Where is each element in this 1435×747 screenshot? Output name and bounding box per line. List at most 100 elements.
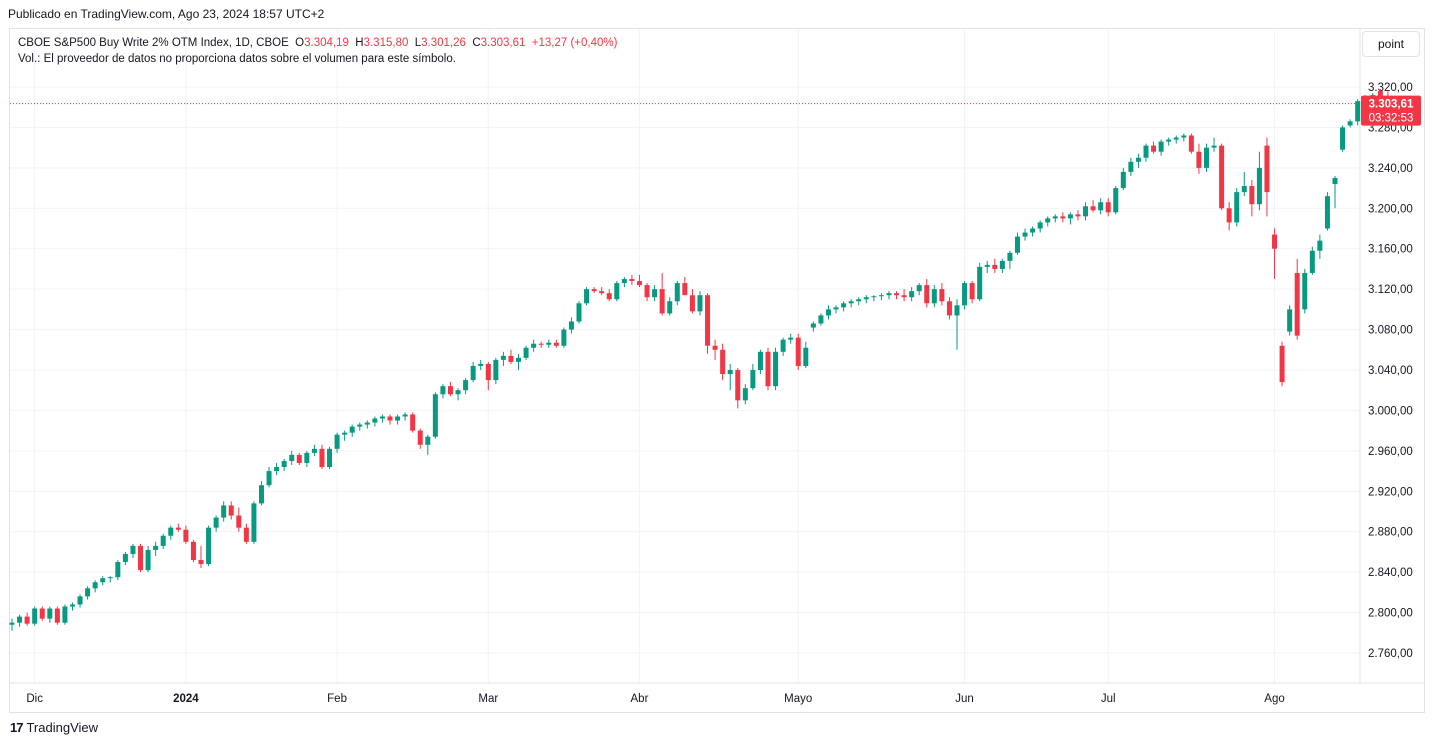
candle-body	[274, 467, 280, 472]
candle-body	[130, 545, 136, 554]
legend-open-value: 3.304,19	[304, 37, 349, 49]
candle-body	[1037, 222, 1043, 229]
candle-body	[757, 351, 763, 370]
y-tick-label: 3.200,00	[1368, 203, 1413, 215]
candle-body	[795, 337, 801, 366]
y-tick-label: 3.240,00	[1368, 163, 1413, 175]
candle-body	[296, 454, 302, 463]
candle-body	[17, 616, 23, 623]
candle-body	[198, 560, 204, 565]
x-tick-label: Dic	[26, 693, 43, 705]
candle-body	[667, 301, 673, 314]
candle-body	[281, 460, 287, 468]
candle-body	[1324, 196, 1330, 229]
candle-body	[213, 517, 219, 528]
candle-body	[697, 295, 703, 312]
legend-change-value: +13,27 (+0,40%)	[531, 37, 618, 49]
legend-close-value: 3.303,61	[480, 37, 526, 49]
candle-body	[145, 549, 151, 571]
legend-low-value: 3.301,26	[421, 37, 466, 49]
candle-body	[878, 295, 884, 297]
candle-body	[1067, 214, 1073, 219]
candle-body	[190, 541, 196, 561]
candle-body	[432, 394, 438, 437]
candle-body	[1075, 214, 1081, 217]
x-tick-label: Ago	[1264, 693, 1284, 705]
candle-body	[705, 295, 711, 346]
candle-body	[54, 608, 60, 623]
candle-body	[735, 370, 741, 401]
candle-body	[304, 452, 310, 463]
candle-body	[334, 434, 340, 449]
candle-body	[221, 505, 227, 518]
candle-body	[848, 301, 854, 304]
legend-symbol[interactable]: CBOE S&P500 Buy Write 2% OTM Index, 1D, …	[18, 37, 289, 49]
candle-body	[841, 303, 847, 308]
candle-body	[1098, 202, 1104, 211]
scale-mode-button[interactable]: point	[1362, 31, 1420, 57]
candle-body	[183, 529, 189, 542]
candle-body	[1181, 135, 1187, 138]
legend-volume-note: Vol.: El proveedor de datos no proporcio…	[18, 53, 456, 65]
candle-body	[720, 349, 726, 375]
candle-body	[1022, 232, 1028, 237]
candle-body	[969, 283, 975, 300]
chart-frame	[9, 28, 1425, 713]
candle-body	[1007, 252, 1013, 261]
candle-body	[621, 279, 627, 284]
chart-legend: CBOE S&P500 Buy Write 2% OTM Index, 1D, …	[18, 35, 617, 67]
candle-body	[1203, 147, 1209, 168]
candle-body	[856, 299, 862, 302]
candle-body	[1173, 137, 1179, 140]
last-price-value: 3.303,61	[1369, 99, 1414, 111]
footer-brand[interactable]: 17 TradingView	[10, 720, 98, 735]
candle-body	[1294, 272, 1300, 336]
candle-body	[440, 386, 446, 395]
brand-name: TradingView	[26, 720, 99, 735]
candle-body	[77, 596, 83, 605]
candle-body	[1090, 206, 1096, 211]
candle-body	[818, 315, 824, 324]
candle-body	[1340, 127, 1346, 150]
candle-body	[1030, 228, 1036, 233]
legend-close-label: C	[472, 37, 481, 49]
candle-body	[606, 293, 612, 300]
candle-body	[992, 264, 998, 269]
candle-body	[357, 424, 363, 427]
candle-body	[425, 436, 431, 445]
candle-body	[568, 321, 574, 330]
last-price-countdown: 03:32:53	[1369, 113, 1414, 125]
y-tick-label: 2.880,00	[1368, 527, 1413, 539]
candle-body	[629, 279, 635, 282]
candle-body	[954, 305, 960, 316]
candle-body	[516, 357, 522, 362]
candle-body	[1317, 240, 1323, 251]
candle-body	[765, 351, 771, 387]
candle-body	[561, 329, 567, 346]
legend-high-label: H	[355, 37, 364, 49]
y-tick-label: 2.920,00	[1368, 486, 1413, 498]
candle-body	[584, 289, 590, 304]
candle-body	[228, 505, 234, 516]
candle-body	[916, 285, 922, 292]
candle-body	[886, 293, 892, 296]
candle-body	[1166, 139, 1172, 142]
y-tick-label: 3.040,00	[1368, 365, 1413, 377]
candle-body	[251, 503, 257, 542]
legend-ohlc-row: CBOE S&P500 Buy Write 2% OTM Index, 1D, …	[18, 35, 617, 51]
candle-body	[523, 347, 529, 358]
candle-body	[901, 295, 907, 298]
candle-body	[909, 291, 915, 298]
candle-body	[1234, 192, 1240, 223]
candle-body	[825, 309, 831, 316]
tradingview-logo-icon: 17	[10, 720, 24, 735]
y-tick-label: 3.120,00	[1368, 284, 1413, 296]
candle-body	[727, 370, 733, 375]
x-tick-label: 2024	[173, 693, 199, 705]
candle-body	[62, 606, 68, 623]
candle-body	[379, 416, 385, 419]
candle-body	[1143, 145, 1149, 158]
candle-body	[863, 297, 869, 300]
x-tick-label: Mar	[478, 693, 498, 705]
